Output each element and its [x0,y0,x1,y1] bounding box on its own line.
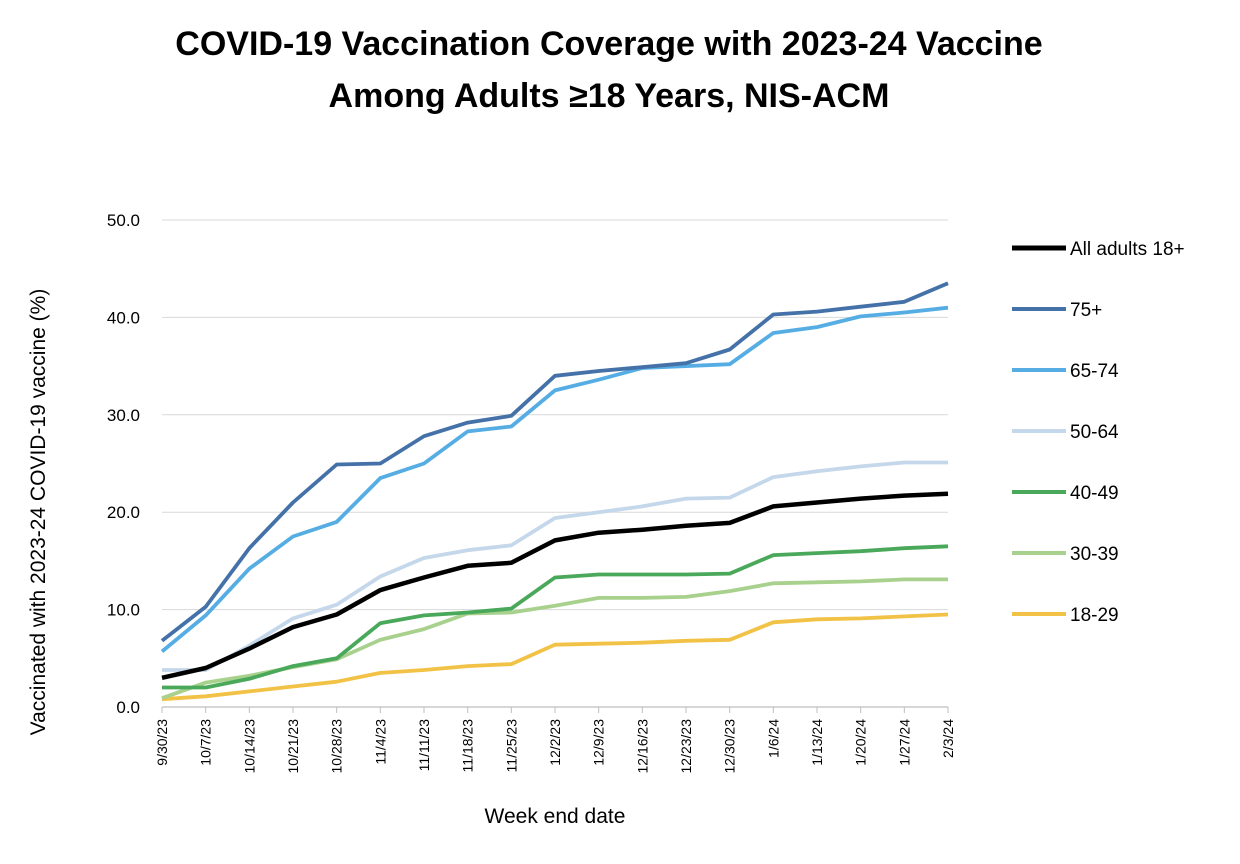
x-tick-label: 12/16/23 [634,719,650,774]
legend-label: 65-74 [1070,361,1119,382]
series-line-all-adults-18- [161,491,949,680]
x-tick-label: 1/27/24 [896,719,912,766]
x-tick-label: 2/3/24 [940,719,956,758]
x-tick-label: 10/21/23 [285,719,301,774]
legend-label: All adults 18+ [1070,239,1185,260]
x-tick-label: 10/14/23 [241,719,257,774]
x-tick-label: 11/18/23 [460,719,476,773]
x-tick-label: 1/20/24 [853,719,869,766]
chart-title-line-1: COVID-19 Vaccination Coverage with 2023-… [175,25,1043,63]
series-line-18-29 [161,612,949,702]
x-tick-label: 1/6/24 [765,719,781,758]
chart-title-line-2: Among Adults ≥18 Years, NIS-ACM [328,77,890,115]
x-axis-label: Week end date [485,805,626,828]
x-tick-label: 11/11/23 [416,719,432,772]
series-line-30-39 [161,577,948,700]
y-tick-label: 20.0 [107,503,140,522]
legend-label: 50-64 [1070,422,1119,443]
x-tick-label: 10/28/23 [329,719,345,774]
series-line-50-64 [162,460,948,672]
series-line-75- [160,281,949,643]
x-tick-label: 12/23/23 [678,719,694,774]
x-tick-label: 12/2/23 [547,719,563,766]
y-tick-label: 40.0 [107,308,140,327]
y-tick-label: 50.0 [107,211,140,230]
series-line-40-49 [162,544,949,690]
x-tick-label: 11/4/23 [372,719,388,765]
y-axis-label: Vaccinated with 2023-24 COVID-19 vaccine… [27,289,50,736]
y-tick-label: 0.0 [116,698,140,717]
x-tick-label: 12/30/23 [722,719,738,774]
legend-label: 40-49 [1070,483,1119,504]
x-tick-label: 10/7/23 [198,719,214,766]
y-tick-label: 30.0 [107,406,140,425]
x-tick-label: 11/25/23 [503,719,519,773]
x-tick-label: 12/9/23 [591,719,607,766]
legend-label: 75+ [1070,300,1102,321]
legend-label: 30-39 [1070,544,1119,565]
legend-label: 18-29 [1070,605,1119,626]
chart-title: COVID-19 Vaccination Coverage with 2023-… [0,18,1218,122]
x-tick-label: 1/13/24 [809,719,825,766]
series-line-65-74 [160,305,949,653]
y-tick-label: 10.0 [107,601,140,620]
x-tick-label: 9/30/23 [154,719,170,766]
